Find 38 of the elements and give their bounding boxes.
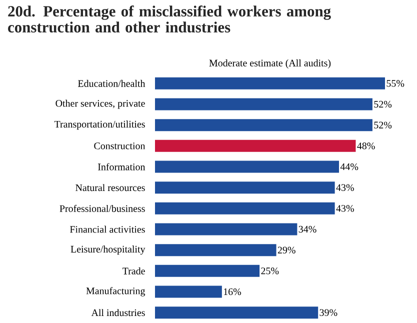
bar	[155, 77, 385, 90]
bar	[155, 306, 318, 319]
data-label: 43%	[336, 184, 354, 191]
y-tick-label: Information	[98, 163, 146, 170]
y-tick-label: Construction	[94, 142, 146, 150]
data-label: 44%	[340, 163, 358, 170]
chart-title: 20d. Percentage of misclassified workers among construction and other industries	[8, 6, 331, 33]
y-tick-label: Natural resources	[76, 184, 145, 192]
bar	[155, 286, 222, 298]
y-tick-label: Trade	[122, 267, 145, 274]
bar	[155, 119, 372, 132]
data-label: 16%	[224, 288, 242, 296]
bar	[155, 98, 372, 110]
bar	[155, 264, 260, 277]
data-label: 39%	[320, 309, 338, 316]
data-label: 48%	[357, 142, 375, 150]
y-tick-label: Education/health	[78, 80, 146, 87]
bar	[155, 140, 356, 152]
bar	[155, 182, 335, 194]
bar	[155, 223, 298, 236]
y-tick-label: Other services, private	[56, 100, 145, 109]
bar	[155, 160, 339, 173]
data-label: 55%	[386, 80, 404, 87]
y-tick-label: Transportation/utilities	[54, 120, 145, 130]
data-label: 34%	[298, 226, 316, 233]
y-tick-label: Financial activities	[70, 226, 145, 233]
y-tick-label: Manufacturing	[86, 287, 146, 296]
bar	[155, 202, 335, 214]
bar	[155, 244, 276, 256]
y-tick-label: All industries	[91, 309, 145, 316]
data-label: 25%	[261, 268, 279, 274]
y-tick-label: Leisure/hospitality	[70, 246, 146, 255]
data-label: 29%	[278, 246, 296, 254]
data-label: 43%	[336, 205, 354, 212]
data-label: 52%	[374, 100, 392, 108]
chart-subtitle: Moderate estimate (All audits)	[209, 59, 331, 68]
data-label: 52%	[374, 122, 392, 128]
y-tick-label: Professional/business	[60, 204, 145, 212]
